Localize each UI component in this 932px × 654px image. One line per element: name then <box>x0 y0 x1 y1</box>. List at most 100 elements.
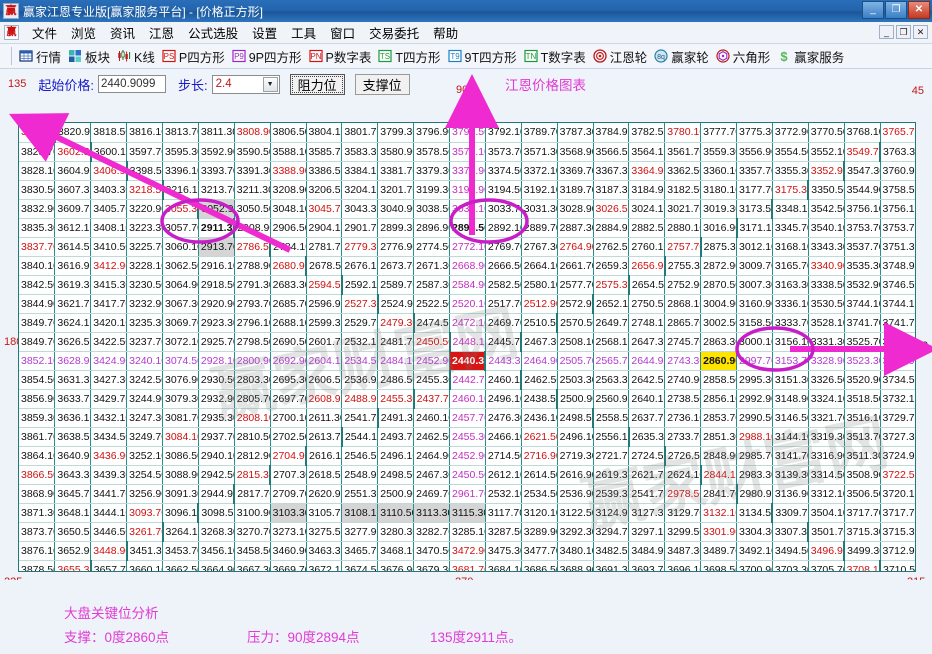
price-cell[interactable]: 3165.70 <box>772 256 809 276</box>
price-cell[interactable]: 2437.70 <box>413 389 450 409</box>
price-cell[interactable]: 2464.90 <box>413 446 450 466</box>
price-cell[interactable]: 3585.70 <box>306 142 343 162</box>
price-cell[interactable]: 3636.10 <box>54 408 92 428</box>
price-cell[interactable]: 2457.70 <box>449 408 486 428</box>
price-cell[interactable]: 2798.50 <box>234 332 271 352</box>
price-cell[interactable]: 3088.90 <box>162 465 199 485</box>
price-cell[interactable]: 2709.70 <box>270 484 307 504</box>
price-cell[interactable]: 3818.50 <box>90 123 128 143</box>
price-cell[interactable]: 3739.30 <box>880 332 915 352</box>
toolbar-button-sectors[interactable]: 板块 <box>66 46 115 67</box>
price-cell[interactable]: 3741.70 <box>844 313 881 333</box>
price-cell[interactable]: 3470.50 <box>413 541 450 561</box>
price-cell[interactable]: 3062.50 <box>162 256 199 276</box>
price-cell[interactable]: 3016.90 <box>700 218 738 238</box>
price-cell[interactable]: 3686.50 <box>521 560 558 571</box>
price-cell[interactable]: 3336.10 <box>772 294 809 314</box>
price-cell[interactable]: 2491.30 <box>377 408 415 428</box>
resistance-button[interactable]: 阻力位 <box>289 73 345 95</box>
price-cell[interactable]: 3348.10 <box>772 199 809 219</box>
price-cell[interactable]: 2757.70 <box>664 237 702 257</box>
price-cell[interactable]: 3501.70 <box>808 522 845 542</box>
price-cell[interactable]: 3074.50 <box>162 351 199 371</box>
price-cell[interactable]: 3727.30 <box>880 427 915 447</box>
price-cell[interactable]: 2680.90 <box>270 256 307 276</box>
menu-item-file[interactable]: 文件 <box>32 27 58 41</box>
price-cell[interactable]: 3132.10 <box>700 503 737 523</box>
price-cell[interactable]: 3000.10 <box>736 332 773 352</box>
price-cell[interactable]: 2572.90 <box>557 294 594 314</box>
price-cell[interactable]: 3201.70 <box>377 180 415 200</box>
price-cell[interactable]: 2592.10 <box>341 275 379 295</box>
price-cell[interactable]: 3460.90 <box>270 541 307 561</box>
price-cell[interactable]: 3420.10 <box>90 313 128 333</box>
price-cell[interactable]: 3393.70 <box>198 161 235 181</box>
price-cell[interactable]: 2676.10 <box>341 256 379 276</box>
price-cell[interactable]: 3789.70 <box>521 123 558 143</box>
price-cell[interactable]: 3506.50 <box>844 484 881 504</box>
price-cell[interactable]: 3684.10 <box>485 560 522 571</box>
price-cell[interactable]: 2990.50 <box>736 408 773 428</box>
price-cell[interactable]: 2582.50 <box>485 275 522 295</box>
table-row[interactable]: 3856.903633.703429.703244.903079.302932.… <box>19 389 915 409</box>
price-cell[interactable]: 3235.30 <box>126 313 163 333</box>
price-cell[interactable]: 2536.90 <box>557 484 594 504</box>
price-cell[interactable]: 3482.50 <box>593 541 630 561</box>
price-cell[interactable]: 2637.70 <box>628 408 666 428</box>
price-cell[interactable]: 3662.50 <box>162 560 199 571</box>
price-cell[interactable]: 3228.10 <box>126 256 163 276</box>
toolbar-button-p-square[interactable]: PS P四方形 <box>160 46 230 67</box>
table-row[interactable]: 3861.703638.503434.503249.703084.102937.… <box>19 427 915 447</box>
price-cell[interactable]: 3667.30 <box>234 560 271 571</box>
price-cell[interactable]: 2779.30 <box>341 237 379 257</box>
price-cell[interactable]: 2685.70 <box>270 294 307 314</box>
price-cell[interactable]: 2983.30 <box>736 465 773 485</box>
price-cell[interactable]: 2940.10 <box>198 446 235 466</box>
price-cell[interactable]: 3319.30 <box>808 427 845 447</box>
price-cell[interactable]: 3472.90 <box>449 541 486 561</box>
price-cell[interactable]: 2596.90 <box>306 294 343 314</box>
price-cell[interactable]: 3240.10 <box>126 351 163 371</box>
price-cell[interactable]: 2619.30 <box>593 465 630 485</box>
price-cell[interactable]: 3321.70 <box>808 408 845 428</box>
price-cell[interactable]: 3009.70 <box>736 256 773 276</box>
price-cell[interactable]: 2764.90 <box>557 237 594 257</box>
price-cell[interactable]: 2894.50 <box>449 218 486 238</box>
price-cell[interactable]: 3456.10 <box>198 541 235 561</box>
price-cell[interactable]: 2872.90 <box>700 256 737 276</box>
price-cell[interactable]: 3026.50 <box>593 199 630 219</box>
price-cell[interactable]: 3842.50 <box>19 275 56 295</box>
price-cell[interactable]: 3552.10 <box>808 142 845 162</box>
price-cell[interactable]: 3566.50 <box>593 142 630 162</box>
table-row[interactable]: 3842.503619.303415.303230.503064.902918.… <box>19 275 915 295</box>
price-cell[interactable]: 3261.70 <box>126 522 164 542</box>
table-row[interactable]: 3876.103652.903448.903451.303453.703456.… <box>19 541 915 561</box>
toolbar-button-9t-square[interactable]: T9 9T四方形 <box>446 46 522 67</box>
price-cell[interactable]: 3768.10 <box>844 123 881 143</box>
price-cell[interactable]: 3832.90 <box>19 199 56 219</box>
price-cell[interactable]: 2440.30 <box>449 351 487 371</box>
price-cell[interactable]: 3681.70 <box>449 560 486 571</box>
price-cell[interactable]: 3182.50 <box>664 180 702 200</box>
price-cell[interactable]: 3350.50 <box>808 180 845 200</box>
price-cell[interactable]: 3828.10 <box>19 161 56 181</box>
toolbar-button-winner-wheel[interactable]: 8q 赢家轮 <box>652 46 714 67</box>
table-row[interactable]: 3830.503607.303403.303218.503216.103213.… <box>19 180 915 200</box>
price-cell[interactable]: 3218.50 <box>126 180 164 200</box>
price-cell[interactable]: 3477.70 <box>521 541 558 561</box>
price-cell[interactable]: 2474.50 <box>413 313 450 333</box>
price-cell[interactable]: 3511.30 <box>844 446 881 466</box>
price-cell[interactable]: 2932.90 <box>198 389 235 409</box>
price-cell[interactable]: 2860.90 <box>700 351 737 371</box>
price-cell[interactable]: 3561.70 <box>664 142 702 162</box>
price-cell[interactable]: 3487.30 <box>664 541 702 561</box>
price-cell[interactable]: 3345.70 <box>772 218 809 238</box>
price-cell[interactable]: 3249.70 <box>126 427 163 447</box>
price-cell[interactable]: 2448.10 <box>449 332 486 352</box>
price-cell[interactable]: 2460.10 <box>485 370 523 390</box>
price-cell[interactable]: 3499.30 <box>844 541 881 561</box>
price-cell[interactable]: 2496.10 <box>377 446 415 466</box>
price-cell[interactable]: 3052.90 <box>198 199 235 219</box>
price-cell[interactable]: 2707.30 <box>270 465 307 485</box>
table-row[interactable]: 3871.303648.103444.103093.703096.103098.… <box>19 503 915 523</box>
